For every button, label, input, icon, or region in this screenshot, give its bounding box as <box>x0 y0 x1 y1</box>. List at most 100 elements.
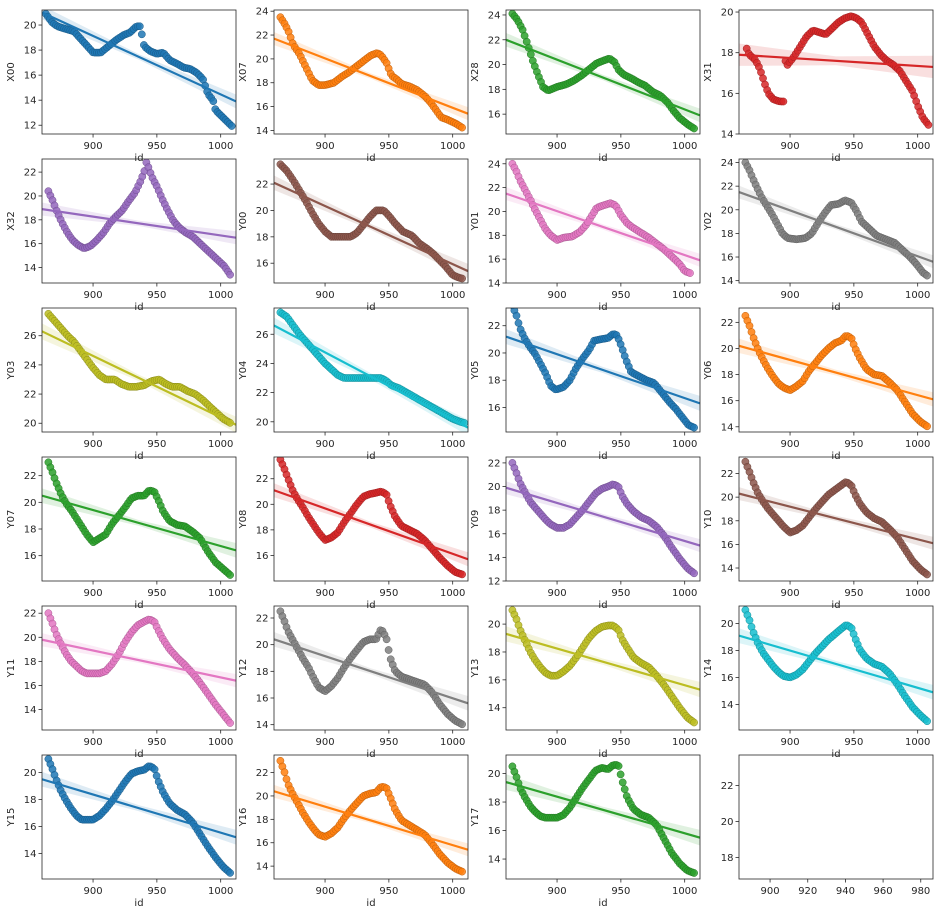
y-tick-label: 22 <box>256 768 269 779</box>
y-axis-label: Y15 <box>6 808 17 828</box>
x-tick-label: 950 <box>844 290 863 301</box>
y-tick-label: 18 <box>256 78 269 89</box>
x-tick-label: 900 <box>548 141 567 152</box>
subplot-y15: 900 950 1000 14 16 18 20 id Y15 <box>6 754 237 909</box>
x-axis-label: id <box>134 898 143 909</box>
y-tick-label: 16 <box>24 822 37 833</box>
data-point <box>137 30 146 39</box>
x-axis-label: id <box>366 749 375 760</box>
y-tick-label: 16 <box>488 403 501 414</box>
data-point <box>226 869 234 877</box>
plot-area <box>506 459 700 578</box>
y-tick-label: 20 <box>24 191 37 202</box>
y-tick-label: 22 <box>488 183 501 194</box>
x-tick-label: 900 <box>548 439 567 450</box>
y-axis-label: Y08 <box>238 510 249 530</box>
y-tick-label: 22 <box>24 609 37 620</box>
plot-area <box>739 457 933 579</box>
data-point <box>690 569 698 578</box>
y-tick-label: 20 <box>24 498 37 509</box>
x-axis-label: id <box>598 153 607 164</box>
subplot-y16: 900 950 1000 14 16 18 20 22 id Y16 <box>238 754 469 909</box>
y-axis-label: X07 <box>238 62 249 82</box>
plot-area <box>506 606 700 727</box>
y-tick-label: 24 <box>24 360 37 371</box>
data-point <box>458 274 466 283</box>
y-tick-label: 20 <box>24 21 37 32</box>
y-tick-label: 14 <box>256 862 269 873</box>
plot-area <box>739 12 933 129</box>
y-tick-label: 22 <box>24 390 37 401</box>
x-tick-label: 900 <box>548 290 567 301</box>
y-axis-label: Y13 <box>470 659 481 679</box>
data-point <box>690 718 698 727</box>
data-point <box>690 869 698 877</box>
y-tick-label: 18 <box>721 516 734 527</box>
x-tick-label: 1000 <box>440 439 465 450</box>
y-tick-label: 20 <box>488 207 501 218</box>
data-point <box>458 570 466 579</box>
x-tick-label: 1000 <box>208 737 233 748</box>
x-axis-label: id <box>598 451 607 462</box>
y-tick-label: 20 <box>24 419 37 430</box>
y-tick-label: 22 <box>256 31 269 42</box>
y-tick-label: 26 <box>256 330 269 341</box>
plot-area <box>274 13 468 132</box>
y-tick-label: 24 <box>488 10 501 21</box>
subplot-x00: 900 950 1000 12 14 16 18 20 id X00 <box>6 9 237 164</box>
y-tick-label: 16 <box>24 239 37 250</box>
x-tick-label: 950 <box>844 588 863 599</box>
y-tick-label: 18 <box>24 46 37 57</box>
y-axis-label: Y16 <box>238 808 249 828</box>
data-point <box>924 121 933 129</box>
y-tick-label: 20 <box>256 640 269 651</box>
axes-frame <box>41 9 237 135</box>
subplot-y07: 900 950 1000 16 18 20 22 id Y07 <box>6 456 237 611</box>
x-tick-label: 900 <box>84 141 103 152</box>
x-axis-label: id <box>831 600 840 611</box>
regression-line <box>42 638 236 682</box>
x-axis-label: id <box>366 153 375 164</box>
y-axis-label: Y01 <box>470 212 481 232</box>
x-tick-label: 900 <box>316 588 335 599</box>
x-tick-label: 950 <box>147 886 166 897</box>
x-tick-label: 900 <box>781 141 800 152</box>
x-tick-label: 1000 <box>208 439 233 450</box>
y-tick-label: 12 <box>24 121 37 132</box>
plot-area <box>274 457 468 579</box>
regression-line <box>42 11 236 103</box>
data-point <box>618 778 627 787</box>
x-axis-label: id <box>831 153 840 164</box>
y-axis-label: Y04 <box>238 361 249 381</box>
x-tick-label: 950 <box>611 439 630 450</box>
axes-frame <box>41 456 237 582</box>
x-tick-label: 950 <box>379 737 398 748</box>
subplot-y17: 900 950 1000 14 16 18 20 id Y17 <box>470 754 701 909</box>
x-tick-label: 900 <box>316 439 335 450</box>
y-tick-label: 18 <box>721 853 734 864</box>
x-tick-label: 900 <box>548 588 567 599</box>
x-axis-label: id <box>831 451 840 462</box>
y-tick-label: 22 <box>256 180 269 191</box>
plot-area <box>274 160 468 283</box>
axes-frame <box>273 9 469 135</box>
y-axis-label: Y10 <box>703 510 714 530</box>
x-tick-label: 950 <box>844 439 863 450</box>
y-tick-label: 20 <box>721 619 734 630</box>
data-point <box>458 867 466 876</box>
x-tick-label: 900 <box>316 141 335 152</box>
plot-area <box>506 159 700 277</box>
y-tick-label: 18 <box>24 525 37 536</box>
axes-frame <box>41 158 237 284</box>
regression-line <box>274 181 468 273</box>
y-tick-label: 22 <box>488 35 501 46</box>
x-tick-label: 1000 <box>440 290 465 301</box>
y-tick-label: 14 <box>488 703 501 714</box>
regression-line <box>274 324 468 429</box>
regression-line <box>274 37 468 115</box>
x-tick-label: 950 <box>379 886 398 897</box>
y-tick-label: 22 <box>24 471 37 482</box>
x-tick-label: 980 <box>911 886 930 897</box>
regression-line <box>274 790 468 851</box>
